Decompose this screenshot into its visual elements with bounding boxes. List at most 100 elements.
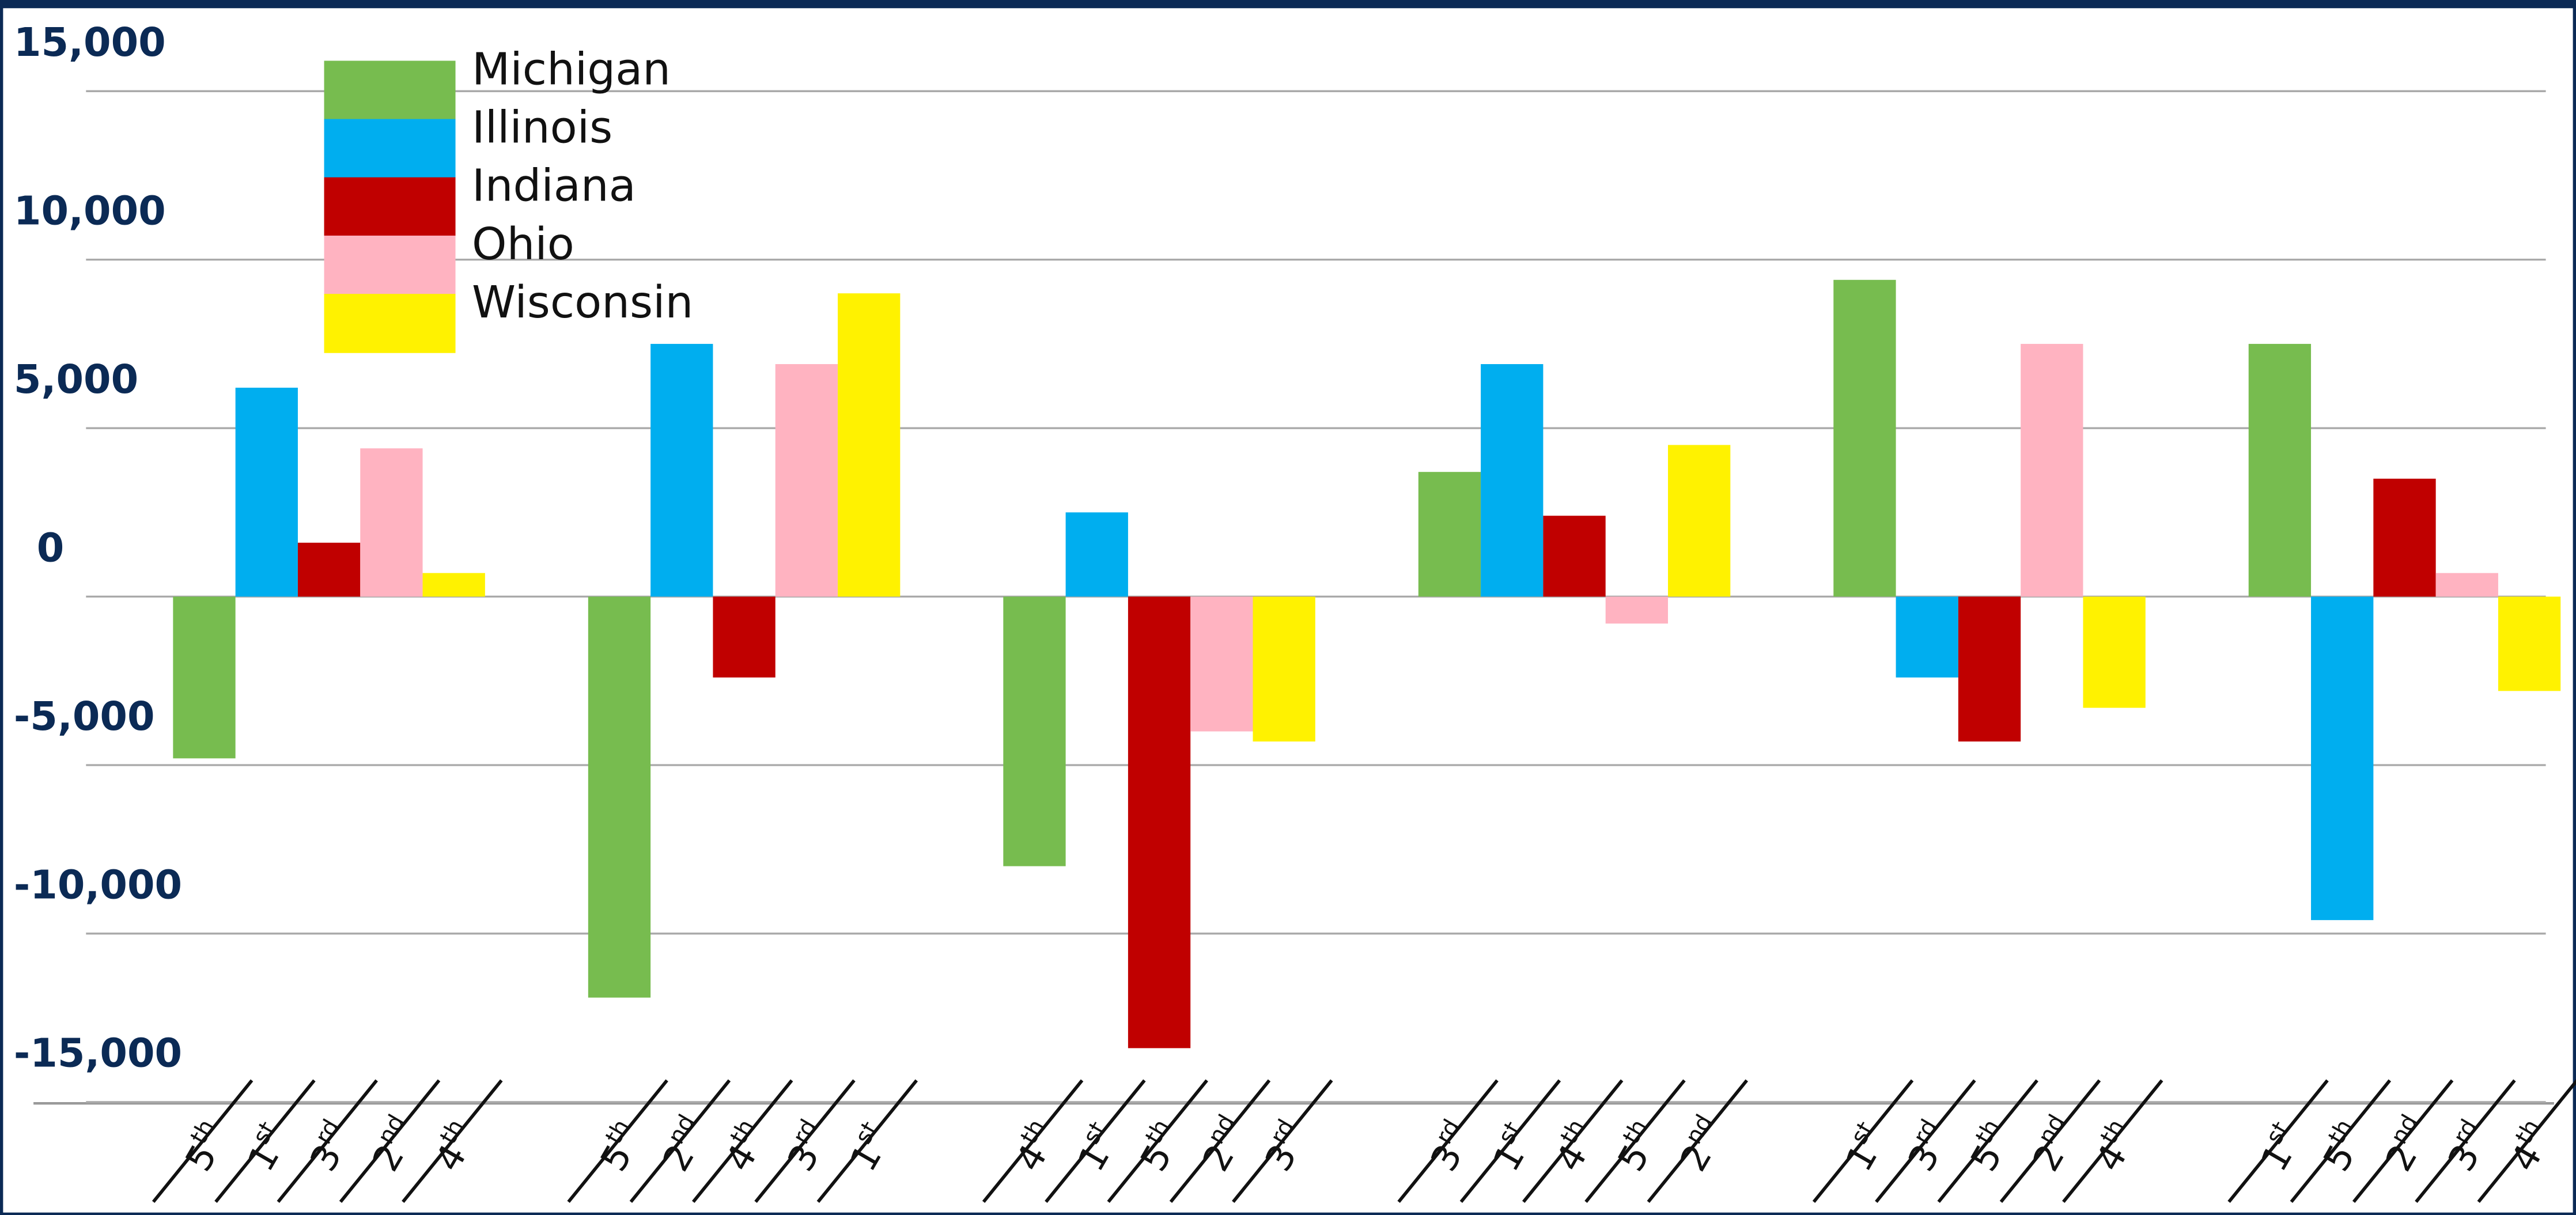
bar: [422, 573, 485, 597]
rank-divider: [1459, 1079, 1561, 1203]
rank-label: 2nd: [361, 1110, 427, 1179]
rank-divider: [2477, 1079, 2576, 1203]
bar: [2498, 596, 2561, 691]
rank-divider: [1045, 1079, 1146, 1203]
rank-divider: [1397, 1079, 1499, 1203]
legend-swatch: [324, 119, 456, 179]
bar: [650, 343, 713, 597]
bar: [1896, 596, 1958, 677]
bar: [1418, 472, 1481, 597]
y-tick-label: 0: [37, 525, 65, 571]
bar: [1833, 279, 1896, 597]
rank-label: 2nd: [1191, 1110, 1257, 1179]
rank-label: 3rd: [1896, 1115, 1960, 1178]
rank-label: 2nd: [2021, 1110, 2087, 1179]
bar: [838, 293, 901, 597]
rank-divider: [2290, 1079, 2392, 1203]
rank-divider: [1937, 1079, 2038, 1203]
bar: [2311, 596, 2374, 921]
rank-divider: [816, 1079, 918, 1203]
legend-label: Indiana: [472, 161, 636, 212]
rank-divider: [1999, 1079, 2101, 1203]
rank-divider: [152, 1079, 254, 1203]
rank-divider: [277, 1079, 378, 1203]
y-tick-label: 15,000: [14, 20, 166, 66]
rank-label: 5th: [2312, 1115, 2375, 1178]
rank-divider: [754, 1079, 856, 1203]
bar: [2435, 573, 2498, 597]
rank-label: 3rd: [1419, 1115, 1482, 1178]
rank-label: 5th: [1959, 1115, 2022, 1178]
bar: [2021, 343, 2083, 597]
bar: [2373, 478, 2436, 597]
bar: [1667, 445, 1731, 597]
y-tick-label: -10,000: [14, 862, 182, 908]
rank-divider: [1584, 1079, 1686, 1203]
rank-divider: [1812, 1079, 1914, 1203]
rank-label: 4th: [1004, 1115, 1067, 1178]
rank-divider: [1107, 1079, 1208, 1203]
bar: [297, 543, 361, 597]
rank-label: 1st: [236, 1117, 298, 1178]
bar: [1543, 516, 1606, 597]
rank-divider: [1232, 1079, 1333, 1203]
bar: [360, 448, 423, 597]
bar: [2248, 343, 2312, 597]
rank-label: 4th: [2083, 1115, 2147, 1178]
y-tick-label: -15,000: [14, 1031, 182, 1077]
rank-label: 3rd: [298, 1115, 362, 1178]
rank-divider: [2062, 1079, 2163, 1203]
rank-label: 4th: [1544, 1115, 1607, 1178]
rank-label: 1st: [1481, 1117, 1544, 1178]
legend-label: Ohio: [472, 219, 574, 270]
rank-label: 1st: [2249, 1117, 2312, 1178]
rank-divider: [214, 1079, 316, 1203]
bar: [1190, 596, 1253, 732]
bar: [1481, 364, 1544, 597]
legend-swatch: [324, 177, 456, 237]
rank-divider: [402, 1079, 503, 1203]
rank-label: 3rd: [776, 1115, 839, 1178]
rank-label: 1st: [1834, 1117, 1896, 1178]
rank-divider: [629, 1079, 731, 1203]
rank-label: 1st: [1066, 1117, 1129, 1178]
rank-label: 5th: [173, 1115, 237, 1178]
rank-label: 5th: [589, 1115, 652, 1178]
rank-label: 2nd: [1669, 1110, 1735, 1179]
rank-label: 5th: [1129, 1115, 1192, 1178]
rank-divider: [567, 1079, 668, 1203]
rank-divider: [2415, 1079, 2516, 1203]
rank-label: 4th: [713, 1115, 777, 1178]
rank-label: 1st: [838, 1117, 901, 1178]
legend-label: Wisconsin: [472, 277, 693, 328]
legend-swatch: [324, 235, 456, 295]
rank-divider: [1647, 1079, 1749, 1203]
legend-label: Michigan: [472, 44, 671, 95]
top-bar: [1, 0, 2575, 9]
rank-label: 5th: [1606, 1115, 1670, 1178]
rank-divider: [692, 1079, 793, 1203]
rank-divider: [1169, 1079, 1271, 1203]
y-tick-label: 10,000: [14, 188, 166, 234]
rank-divider: [982, 1079, 1084, 1203]
rank-divider: [339, 1079, 441, 1203]
bar: [1128, 596, 1191, 1049]
rank-label: 2nd: [2374, 1110, 2440, 1179]
bar: [1605, 596, 1668, 624]
bar: [1065, 512, 1128, 597]
bar: [1253, 596, 1315, 742]
y-tick-label: -5,000: [14, 694, 155, 740]
bar: [1958, 596, 2021, 742]
rank-divider: [2227, 1079, 2329, 1203]
rank-divider: [2352, 1079, 2454, 1203]
y-tick-label: 5,000: [14, 357, 138, 403]
bar: [775, 364, 838, 597]
rank-label: 3rd: [1253, 1115, 1317, 1178]
legend-swatch: [324, 294, 456, 353]
rank-divider: [1875, 1079, 1976, 1203]
bar: [173, 596, 236, 759]
rank-label: 2nd: [651, 1110, 717, 1179]
